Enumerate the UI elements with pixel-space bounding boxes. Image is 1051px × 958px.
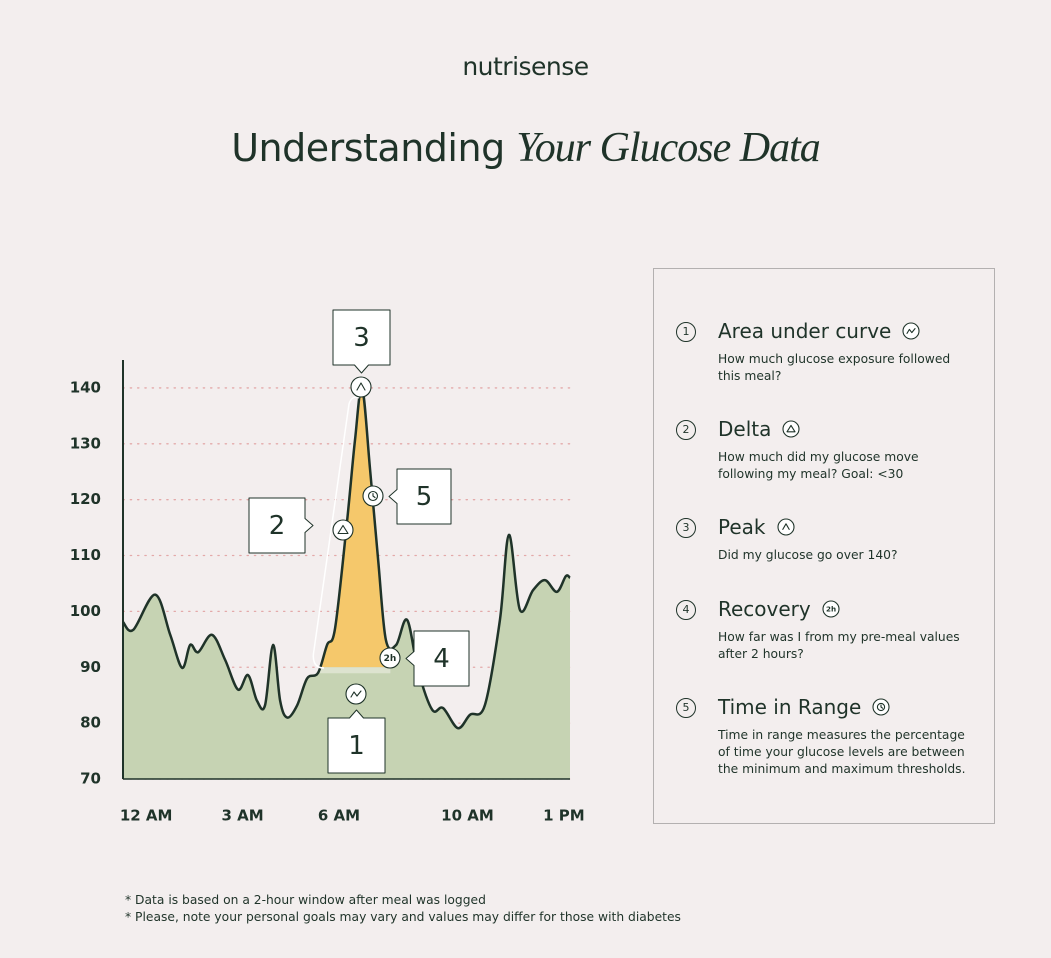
item-text: Time in range measures the percentage of…: [718, 728, 966, 776]
item-icon: [776, 518, 795, 536]
icon-glyph: [786, 424, 796, 433]
item-title: Time in Range: [718, 695, 862, 719]
item-number: 2: [676, 420, 696, 440]
callout-label: 5: [416, 482, 433, 512]
item-icon: 2h: [822, 600, 840, 618]
highlight-area: [320, 387, 391, 668]
icon: [822, 600, 840, 618]
footnote: * Data is based on a 2-hour window after…: [125, 893, 486, 907]
icon-glyph: [367, 490, 379, 502]
icon-glyph: [781, 523, 790, 530]
icon-glyph: [880, 704, 884, 709]
icon-glyph: [337, 524, 349, 535]
footnote: * Please, note your personal goals may v…: [125, 910, 681, 924]
y-tick-label: 100: [70, 602, 101, 620]
chart: 70 80 90 100 110 120 130 140 12 AM 3 AM 6 AM 10 AM 1…: [70, 309, 585, 825]
item-text: How far was I from my pre-meal values af…: [718, 630, 960, 661]
callout: 5: [362, 468, 452, 525]
item-title: Peak: [718, 515, 766, 539]
item-title: Area under curve: [718, 319, 892, 343]
item-number: 1: [676, 322, 696, 342]
y-tick-label: 90: [80, 658, 101, 676]
item-icon: [782, 420, 800, 438]
icon-glyph: [877, 702, 886, 712]
y-tick-label: 110: [70, 546, 101, 564]
icon-glyph: [906, 328, 916, 334]
callout: 1: [327, 683, 386, 774]
icon: [350, 376, 372, 398]
y-tick-label: 70: [80, 770, 101, 788]
item-number: 3: [676, 518, 696, 538]
callout-box: [388, 468, 452, 525]
callout-box: [405, 630, 470, 687]
x-tick-label: 10 AM: [441, 807, 494, 825]
delta-bracket: [312, 396, 360, 669]
item-number: 4: [676, 600, 696, 620]
item-text: Did my glucose go over 140?: [718, 548, 898, 562]
item-number: 5: [676, 698, 696, 718]
plot: [122, 386, 571, 779]
annotations: 1 2 3 4 2h 5: [248, 309, 470, 774]
info-panel: 1 Area under curve How much glucose exposu…: [653, 268, 995, 824]
item-title: Delta: [718, 417, 772, 441]
item-title-row: Delta: [718, 417, 801, 441]
x-tick-label: 6 AM: [318, 807, 360, 825]
callout: 4 2h: [379, 630, 470, 687]
brand: nutrisense: [462, 52, 589, 81]
item-title-row: Peak: [718, 515, 796, 539]
item-title-row: Recovery 2h: [718, 597, 841, 621]
item-title: Recovery: [718, 597, 811, 621]
icon-glyph: [372, 492, 376, 499]
icon: [379, 647, 401, 669]
item-title-row: Time in Range: [718, 695, 891, 719]
y-tick-label: 140: [70, 378, 101, 396]
item-text: How much glucose exposure followed this …: [718, 352, 951, 383]
x-tick-label: 3 AM: [221, 807, 263, 825]
callout-label: 4: [433, 644, 450, 674]
icon-glyph: [356, 382, 366, 391]
x-tick-label: 1 PM: [543, 807, 585, 825]
y-tick-label: 130: [70, 434, 101, 452]
callout-label: 3: [353, 323, 370, 353]
line: [122, 386, 571, 730]
item-icon: [872, 698, 890, 716]
title-text: Understanding: [231, 126, 505, 170]
item-icon: [902, 322, 920, 340]
page-title: Understanding Your Glucose Data: [0, 124, 1051, 172]
callout-box: [248, 497, 314, 554]
icon-glyph: [350, 690, 362, 698]
x-tick-label: 12 AM: [120, 807, 173, 825]
callout: 2: [248, 497, 354, 554]
icon-badge: 2h: [384, 654, 397, 664]
icon: [776, 518, 795, 536]
y-tick-label: 80: [80, 714, 101, 732]
title-emphasis: Your Glucose Data: [516, 125, 820, 171]
axes: 70 80 90 100 110 120 130 140 12 AM 3 AM 6 AM 10 AM 1…: [70, 360, 585, 825]
callout-label: 2: [269, 511, 286, 541]
callout-label: 1: [348, 731, 365, 761]
callout: 3: [332, 309, 391, 398]
y-tick-label: 120: [70, 490, 101, 508]
icon: [332, 519, 354, 541]
callout-box: [327, 709, 386, 774]
item-text: How much did my glucose move following m…: [718, 450, 919, 481]
callout-box: [332, 309, 391, 374]
item-title-row: Area under curve: [718, 319, 921, 343]
icon-badge: 2h: [826, 605, 836, 614]
icon: [782, 420, 800, 438]
highlight-base: [319, 667, 391, 674]
